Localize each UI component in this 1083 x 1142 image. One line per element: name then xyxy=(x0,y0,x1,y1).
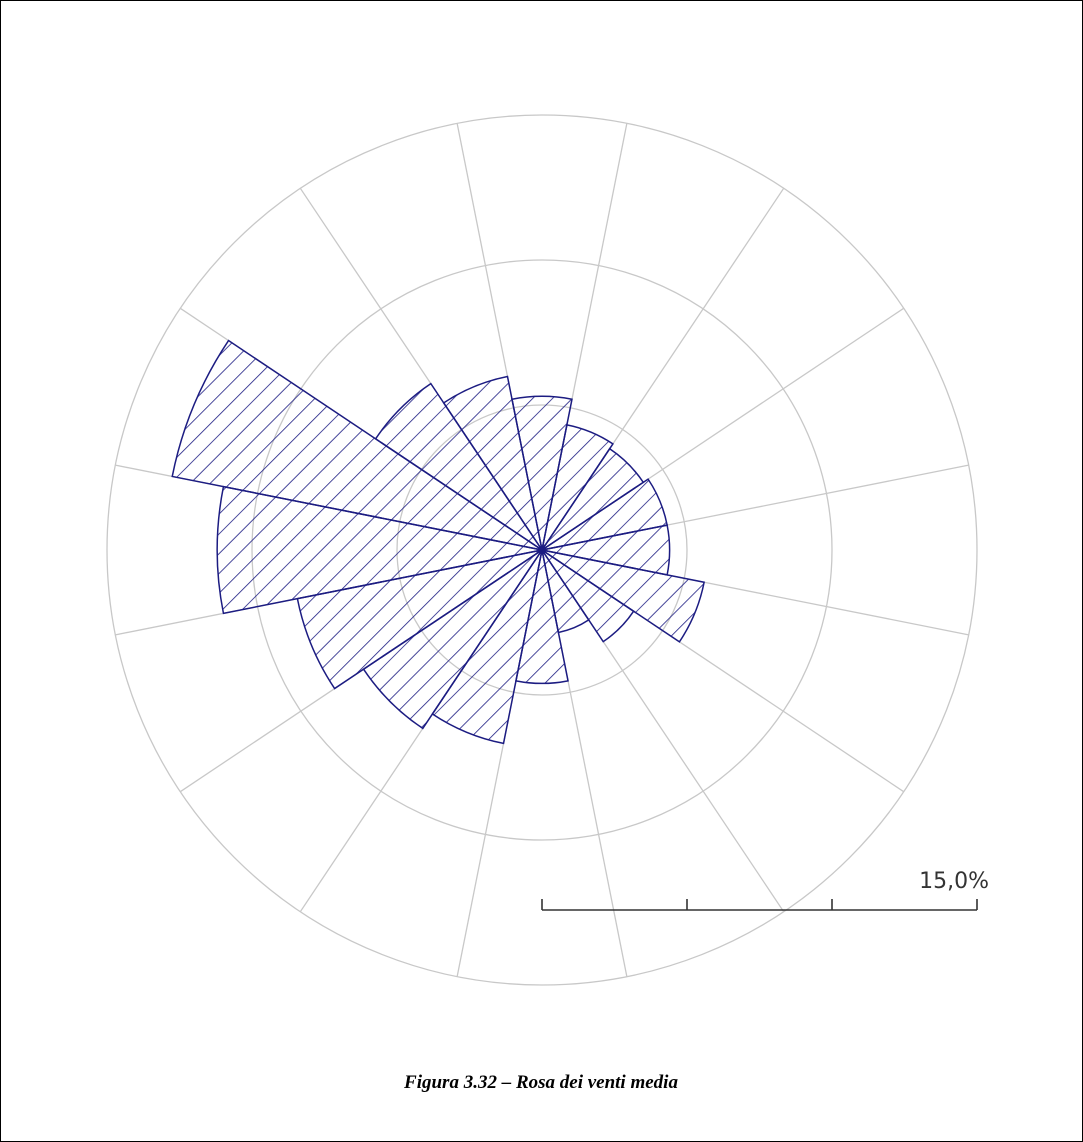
wedge xyxy=(171,339,543,551)
wedge xyxy=(541,423,614,551)
grid-circle xyxy=(106,114,978,986)
scale-label: 15,0% xyxy=(919,869,989,894)
caption: Figura 3.32 – Rosa dei venti media xyxy=(403,1072,678,1093)
scale-bar: 15,0% xyxy=(541,869,989,911)
wedge xyxy=(216,485,543,615)
wedge xyxy=(374,382,543,551)
wedge xyxy=(541,549,635,643)
wedge xyxy=(442,375,543,551)
wedge xyxy=(541,549,706,643)
wedges xyxy=(171,339,706,745)
